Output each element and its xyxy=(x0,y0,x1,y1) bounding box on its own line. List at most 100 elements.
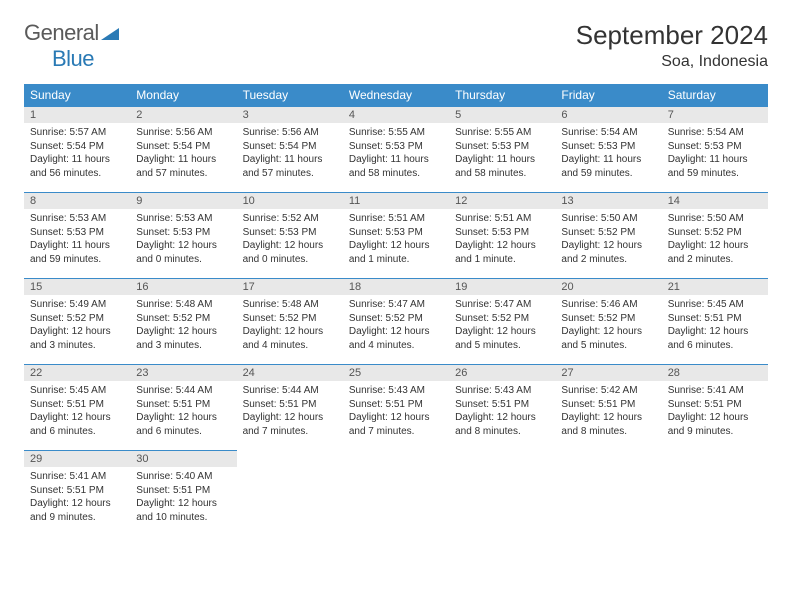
day-number: 15 xyxy=(24,279,130,295)
sunset-text: Sunset: 5:53 PM xyxy=(243,226,337,240)
day-number: 24 xyxy=(237,365,343,381)
calendar-week-row: 15Sunrise: 5:49 AMSunset: 5:52 PMDayligh… xyxy=(24,279,768,365)
day-cell-empty xyxy=(237,451,343,537)
day-cell: 7Sunrise: 5:54 AMSunset: 5:53 PMDaylight… xyxy=(662,107,768,193)
sunset-text: Sunset: 5:52 PM xyxy=(136,312,230,326)
day-cell: 24Sunrise: 5:44 AMSunset: 5:51 PMDayligh… xyxy=(237,365,343,451)
day-content: Sunrise: 5:43 AMSunset: 5:51 PMDaylight:… xyxy=(343,381,449,442)
day-number: 1 xyxy=(24,107,130,123)
day-number: 10 xyxy=(237,193,343,209)
day-cell: 14Sunrise: 5:50 AMSunset: 5:52 PMDayligh… xyxy=(662,193,768,279)
day-cell: 15Sunrise: 5:49 AMSunset: 5:52 PMDayligh… xyxy=(24,279,130,365)
day-header-saturday: Saturday xyxy=(662,84,768,107)
day-cell: 4Sunrise: 5:55 AMSunset: 5:53 PMDaylight… xyxy=(343,107,449,193)
day-number: 21 xyxy=(662,279,768,295)
day-content: Sunrise: 5:56 AMSunset: 5:54 PMDaylight:… xyxy=(130,123,236,184)
day-content: Sunrise: 5:48 AMSunset: 5:52 PMDaylight:… xyxy=(237,295,343,356)
day-number: 3 xyxy=(237,107,343,123)
day-content: Sunrise: 5:53 AMSunset: 5:53 PMDaylight:… xyxy=(24,209,130,270)
day-content: Sunrise: 5:51 AMSunset: 5:53 PMDaylight:… xyxy=(343,209,449,270)
sunset-text: Sunset: 5:51 PM xyxy=(30,398,124,412)
daylight-text: Daylight: 12 hours and 8 minutes. xyxy=(455,411,549,438)
sunset-text: Sunset: 5:52 PM xyxy=(243,312,337,326)
daylight-text: Daylight: 12 hours and 5 minutes. xyxy=(455,325,549,352)
day-number: 7 xyxy=(662,107,768,123)
sunset-text: Sunset: 5:51 PM xyxy=(243,398,337,412)
day-cell: 26Sunrise: 5:43 AMSunset: 5:51 PMDayligh… xyxy=(449,365,555,451)
day-cell: 27Sunrise: 5:42 AMSunset: 5:51 PMDayligh… xyxy=(555,365,661,451)
day-cell-empty xyxy=(662,451,768,537)
sunset-text: Sunset: 5:51 PM xyxy=(30,484,124,498)
day-header-friday: Friday xyxy=(555,84,661,107)
day-number: 14 xyxy=(662,193,768,209)
month-title: September 2024 xyxy=(576,20,768,51)
title-block: September 2024 Soa, Indonesia xyxy=(576,20,768,71)
day-content: Sunrise: 5:44 AMSunset: 5:51 PMDaylight:… xyxy=(130,381,236,442)
daylight-text: Daylight: 12 hours and 6 minutes. xyxy=(668,325,762,352)
sunset-text: Sunset: 5:52 PM xyxy=(561,312,655,326)
day-cell: 2Sunrise: 5:56 AMSunset: 5:54 PMDaylight… xyxy=(130,107,236,193)
sunset-text: Sunset: 5:53 PM xyxy=(30,226,124,240)
sunrise-text: Sunrise: 5:56 AM xyxy=(243,126,337,140)
sunset-text: Sunset: 5:53 PM xyxy=(349,140,443,154)
day-cell: 16Sunrise: 5:48 AMSunset: 5:52 PMDayligh… xyxy=(130,279,236,365)
day-content: Sunrise: 5:42 AMSunset: 5:51 PMDaylight:… xyxy=(555,381,661,442)
day-cell: 30Sunrise: 5:40 AMSunset: 5:51 PMDayligh… xyxy=(130,451,236,537)
sunset-text: Sunset: 5:51 PM xyxy=(136,398,230,412)
daylight-text: Daylight: 12 hours and 1 minute. xyxy=(455,239,549,266)
day-number: 2 xyxy=(130,107,236,123)
daylight-text: Daylight: 12 hours and 1 minute. xyxy=(349,239,443,266)
day-cell: 29Sunrise: 5:41 AMSunset: 5:51 PMDayligh… xyxy=(24,451,130,537)
sunrise-text: Sunrise: 5:47 AM xyxy=(349,298,443,312)
day-content: Sunrise: 5:56 AMSunset: 5:54 PMDaylight:… xyxy=(237,123,343,184)
logo: General Blue xyxy=(24,20,119,72)
sunset-text: Sunset: 5:51 PM xyxy=(561,398,655,412)
day-number: 16 xyxy=(130,279,236,295)
sunset-text: Sunset: 5:51 PM xyxy=(349,398,443,412)
daylight-text: Daylight: 12 hours and 10 minutes. xyxy=(136,497,230,524)
sunset-text: Sunset: 5:54 PM xyxy=(243,140,337,154)
day-content: Sunrise: 5:50 AMSunset: 5:52 PMDaylight:… xyxy=(555,209,661,270)
calendar-table: SundayMondayTuesdayWednesdayThursdayFrid… xyxy=(24,84,768,537)
day-cell: 10Sunrise: 5:52 AMSunset: 5:53 PMDayligh… xyxy=(237,193,343,279)
daylight-text: Daylight: 11 hours and 58 minutes. xyxy=(349,153,443,180)
day-cell: 11Sunrise: 5:51 AMSunset: 5:53 PMDayligh… xyxy=(343,193,449,279)
daylight-text: Daylight: 12 hours and 7 minutes. xyxy=(243,411,337,438)
sunrise-text: Sunrise: 5:43 AM xyxy=(455,384,549,398)
sunrise-text: Sunrise: 5:51 AM xyxy=(349,212,443,226)
day-cell: 28Sunrise: 5:41 AMSunset: 5:51 PMDayligh… xyxy=(662,365,768,451)
sunset-text: Sunset: 5:53 PM xyxy=(136,226,230,240)
daylight-text: Daylight: 11 hours and 58 minutes. xyxy=(455,153,549,180)
daylight-text: Daylight: 12 hours and 4 minutes. xyxy=(349,325,443,352)
day-number: 30 xyxy=(130,451,236,467)
day-header-wednesday: Wednesday xyxy=(343,84,449,107)
day-content: Sunrise: 5:48 AMSunset: 5:52 PMDaylight:… xyxy=(130,295,236,356)
day-content: Sunrise: 5:41 AMSunset: 5:51 PMDaylight:… xyxy=(662,381,768,442)
day-number: 29 xyxy=(24,451,130,467)
day-header-monday: Monday xyxy=(130,84,236,107)
day-number: 11 xyxy=(343,193,449,209)
daylight-text: Daylight: 12 hours and 3 minutes. xyxy=(136,325,230,352)
sunrise-text: Sunrise: 5:53 AM xyxy=(30,212,124,226)
day-content: Sunrise: 5:54 AMSunset: 5:53 PMDaylight:… xyxy=(555,123,661,184)
daylight-text: Daylight: 12 hours and 5 minutes. xyxy=(561,325,655,352)
calendar-week-row: 1Sunrise: 5:57 AMSunset: 5:54 PMDaylight… xyxy=(24,107,768,193)
day-cell: 19Sunrise: 5:47 AMSunset: 5:52 PMDayligh… xyxy=(449,279,555,365)
sunset-text: Sunset: 5:54 PM xyxy=(136,140,230,154)
day-cell: 23Sunrise: 5:44 AMSunset: 5:51 PMDayligh… xyxy=(130,365,236,451)
daylight-text: Daylight: 12 hours and 3 minutes. xyxy=(30,325,124,352)
day-cell: 13Sunrise: 5:50 AMSunset: 5:52 PMDayligh… xyxy=(555,193,661,279)
day-content: Sunrise: 5:43 AMSunset: 5:51 PMDaylight:… xyxy=(449,381,555,442)
day-content: Sunrise: 5:45 AMSunset: 5:51 PMDaylight:… xyxy=(24,381,130,442)
sunrise-text: Sunrise: 5:42 AM xyxy=(561,384,655,398)
sunset-text: Sunset: 5:51 PM xyxy=(455,398,549,412)
day-number: 4 xyxy=(343,107,449,123)
sunrise-text: Sunrise: 5:43 AM xyxy=(349,384,443,398)
sunset-text: Sunset: 5:53 PM xyxy=(668,140,762,154)
day-cell: 5Sunrise: 5:55 AMSunset: 5:53 PMDaylight… xyxy=(449,107,555,193)
day-cell-empty xyxy=(555,451,661,537)
day-content: Sunrise: 5:51 AMSunset: 5:53 PMDaylight:… xyxy=(449,209,555,270)
daylight-text: Daylight: 12 hours and 7 minutes. xyxy=(349,411,443,438)
daylight-text: Daylight: 12 hours and 4 minutes. xyxy=(243,325,337,352)
day-content: Sunrise: 5:50 AMSunset: 5:52 PMDaylight:… xyxy=(662,209,768,270)
